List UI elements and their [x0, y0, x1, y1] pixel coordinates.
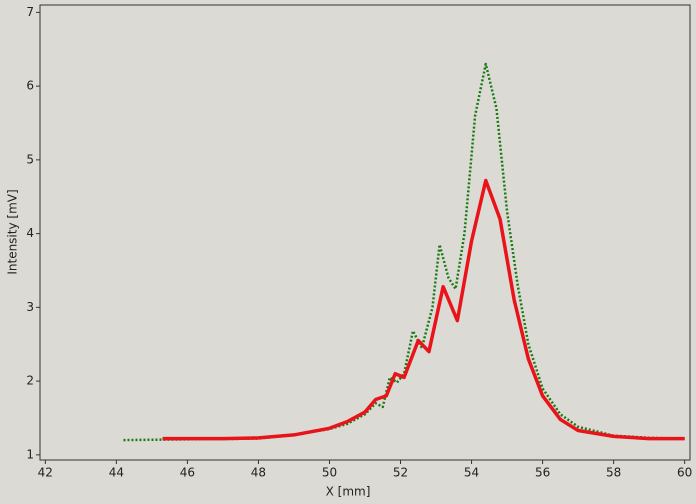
data-line	[162, 178, 685, 441]
plot-frame	[39, 4, 691, 461]
y-tick-label: 3	[26, 300, 34, 314]
y-tick-label: 1	[26, 447, 34, 461]
x-tick-label: 60	[677, 466, 692, 480]
x-tick-label: 46	[180, 466, 195, 480]
x-tick-label: 52	[393, 466, 408, 480]
x-tick-label: 50	[322, 466, 337, 480]
y-tick-label: 6	[26, 79, 34, 93]
x-tick-label: 42	[38, 466, 53, 480]
y-tick-label: 5	[26, 152, 34, 166]
x-axis-label: X [mm]	[326, 485, 371, 499]
x-tick-label: 54	[464, 466, 479, 480]
y-tick-label: 4	[26, 226, 34, 240]
x-tick-label: 48	[251, 466, 266, 480]
x-tick-label: 56	[535, 466, 550, 480]
y-axis-label: Intensity [mV]	[6, 189, 20, 274]
x-tick-label: 44	[109, 466, 124, 480]
y-tick-label: 2	[26, 374, 34, 388]
x-tick-label: 58	[606, 466, 621, 480]
data-line	[123, 62, 685, 442]
y-tick-label: 7	[26, 5, 34, 19]
